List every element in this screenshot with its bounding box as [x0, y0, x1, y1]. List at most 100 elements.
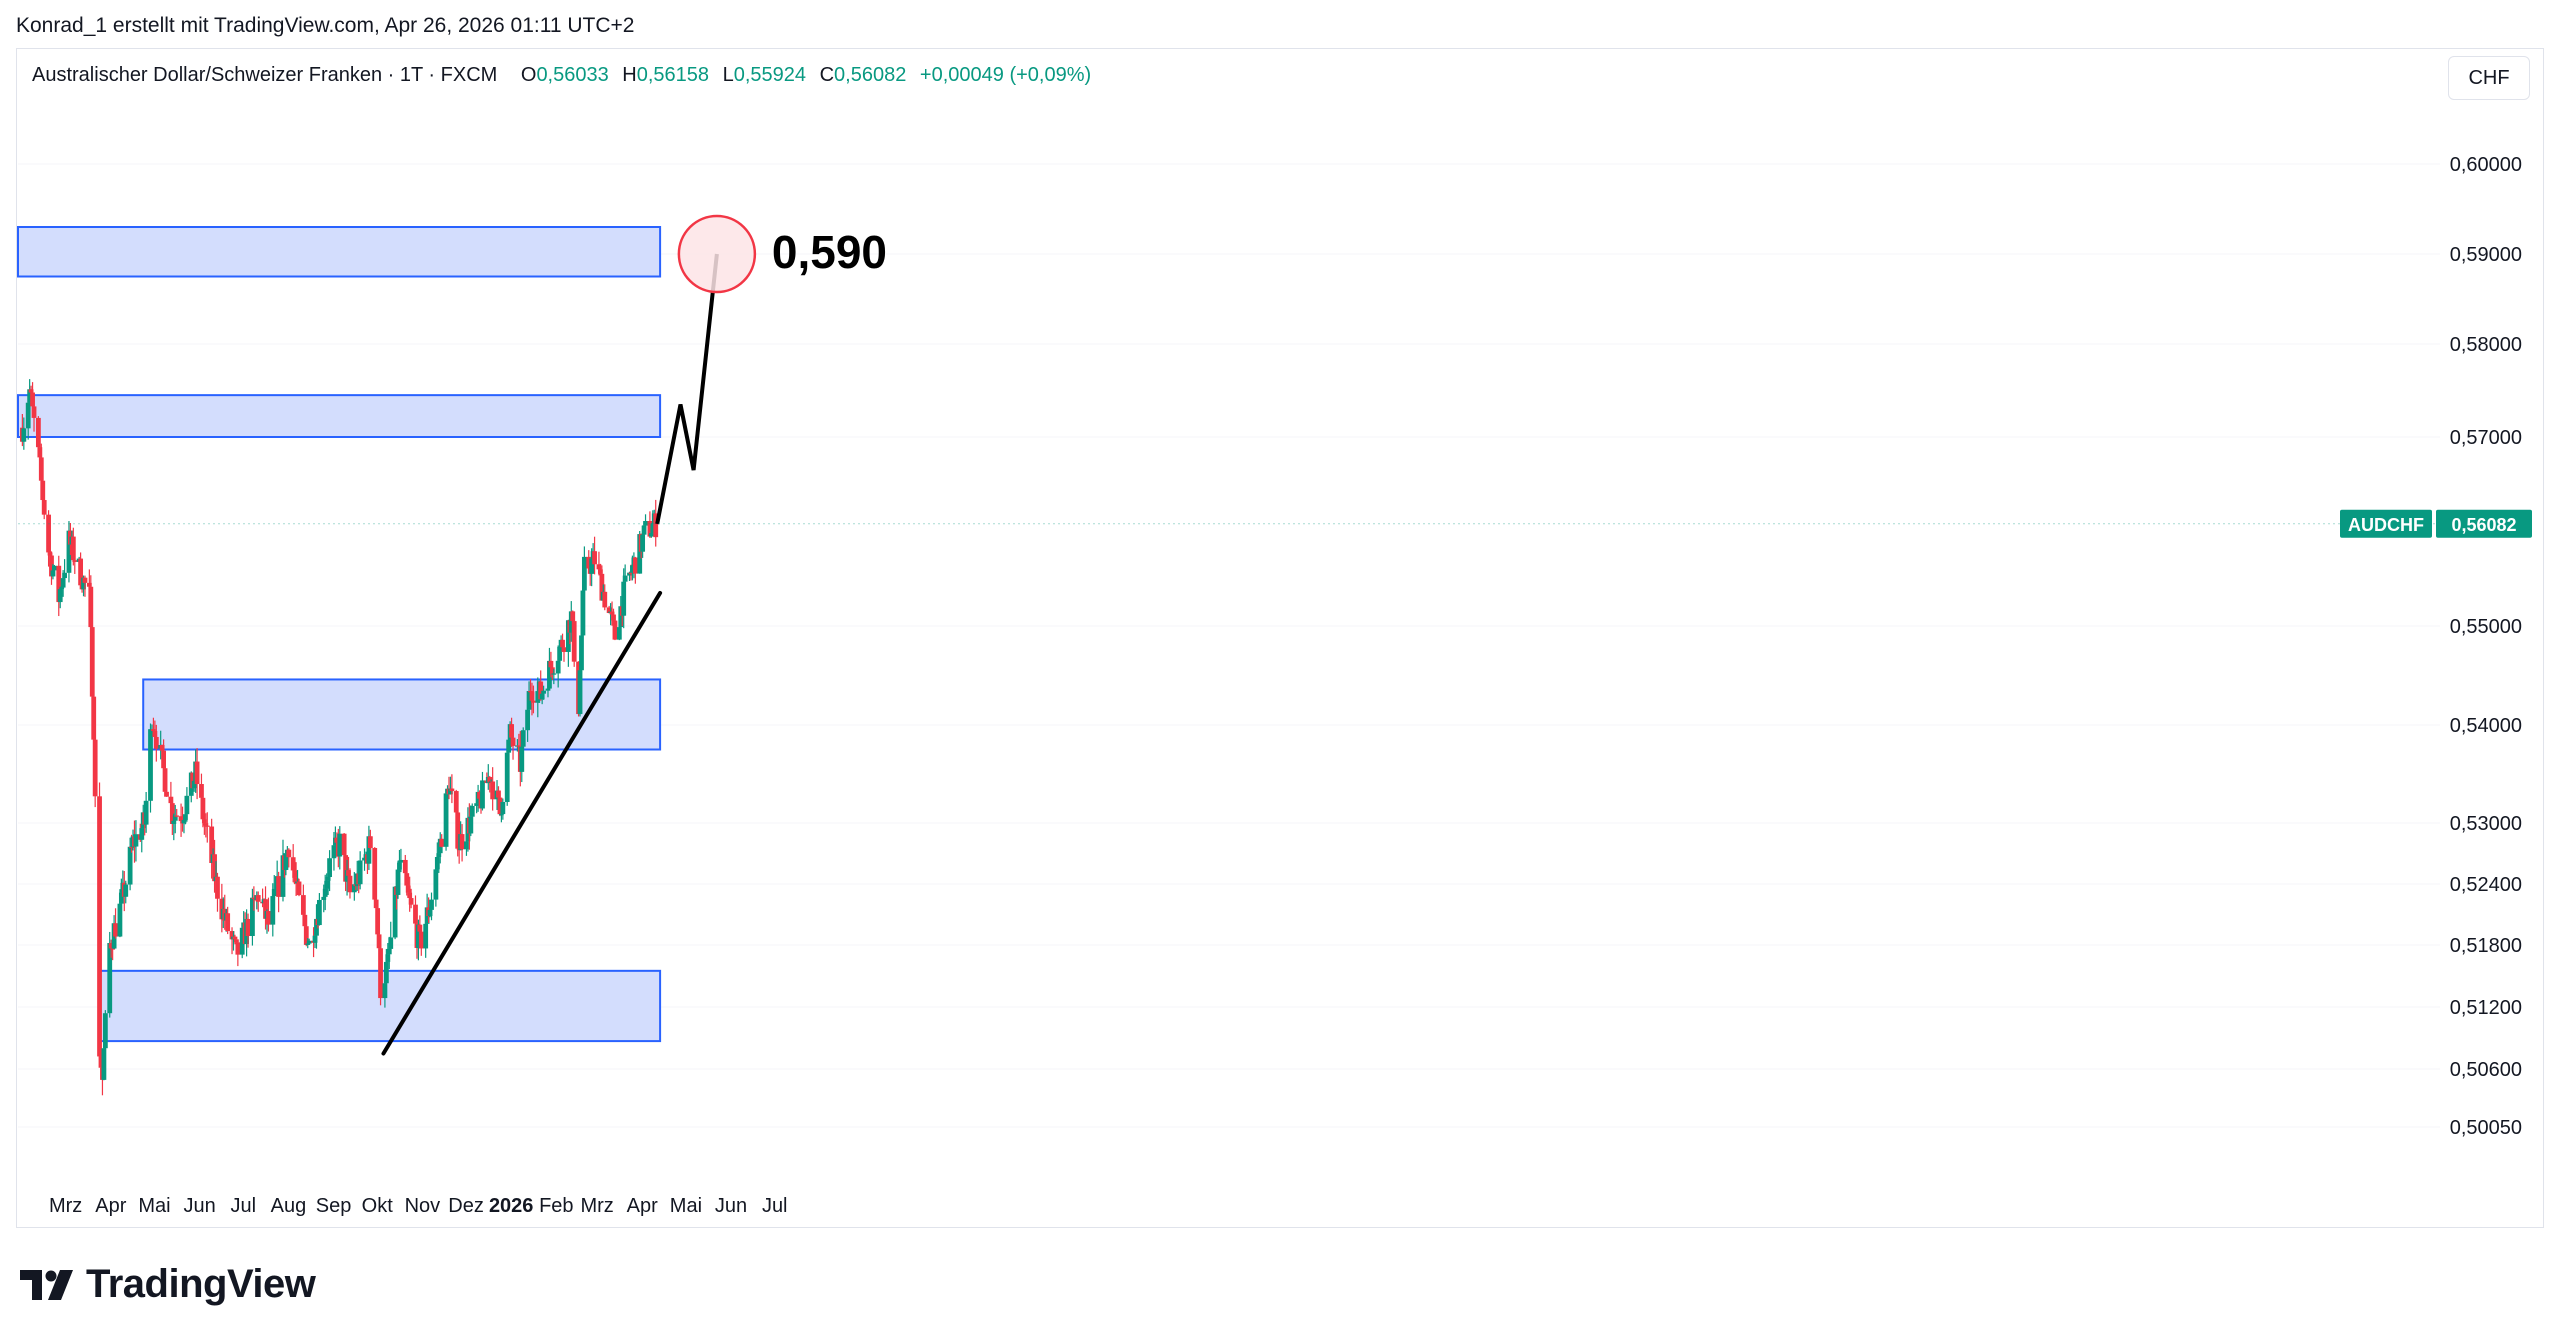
price-axis: 0,60000 0,59000 0,58000 0,57000 0,55000 0,540… — [2450, 154, 2522, 1139]
candle — [251, 886, 257, 911]
candle-body — [168, 796, 174, 804]
candle — [547, 647, 552, 690]
candle-body — [640, 534, 646, 552]
candle-body — [280, 855, 286, 897]
candle-body — [190, 772, 196, 789]
price-tick-label: 0,50600 — [2450, 1059, 2522, 1081]
tradingview-logo-icon — [20, 1269, 73, 1300]
time-tick-label: Dez — [448, 1195, 484, 1217]
candle-body — [235, 942, 241, 955]
candle — [239, 924, 245, 959]
candle-body — [191, 780, 197, 789]
candle — [418, 927, 424, 956]
candle — [341, 833, 347, 859]
candle — [480, 771, 485, 811]
candle — [72, 554, 78, 574]
time-tick-label: Mrz — [580, 1195, 613, 1217]
candle — [407, 876, 413, 912]
candle-body — [27, 389, 33, 403]
candle — [453, 789, 459, 816]
candle-body — [184, 795, 190, 815]
candle — [49, 551, 54, 585]
candle-body — [40, 480, 46, 501]
candle — [102, 1010, 108, 1065]
candle-body — [529, 691, 535, 701]
candle-body — [239, 927, 245, 955]
candle-body — [91, 696, 97, 740]
candle — [194, 748, 200, 800]
candle — [455, 797, 461, 857]
candle — [31, 399, 37, 432]
candle-body — [581, 556, 587, 591]
time-axis: Mrz Apr Mai Jun Jul Aug Sep Okt Nov Dez 2026 Feb Mrz… — [49, 1195, 788, 1217]
candle-body — [164, 791, 169, 797]
candle-body — [423, 923, 429, 949]
candle-body — [366, 836, 372, 864]
candle-body — [388, 937, 394, 949]
candle — [622, 564, 628, 591]
candle-body — [209, 826, 215, 864]
candle — [153, 724, 159, 762]
candle — [89, 623, 95, 698]
candle-body — [506, 739, 512, 753]
candle — [561, 643, 567, 662]
candle-body — [92, 739, 98, 797]
candle-body — [52, 565, 57, 571]
price-tick-label: 0,57000 — [2450, 427, 2522, 449]
time-tick-label: Aug — [271, 1195, 307, 1217]
candle-body — [86, 582, 92, 587]
price-tag: 0,56082 — [2451, 515, 2516, 535]
candle — [541, 685, 547, 700]
candle-body — [372, 847, 378, 900]
candles — [19, 379, 659, 1096]
currency-button[interactable]: CHF — [2448, 56, 2530, 100]
candle-body — [500, 801, 506, 815]
candle-body — [302, 914, 308, 927]
candle-body — [382, 983, 388, 999]
candle-body — [429, 899, 434, 910]
candle-body — [255, 895, 261, 902]
candle-body — [215, 876, 220, 899]
candle — [429, 892, 434, 921]
candle-body — [118, 892, 124, 904]
candle — [448, 776, 453, 795]
candle — [351, 872, 357, 901]
candle — [52, 564, 57, 576]
candle — [164, 790, 169, 797]
open-value: 0,56033 — [536, 64, 609, 86]
target-circle — [677, 214, 757, 294]
candle-body — [250, 897, 255, 937]
candle-body — [57, 589, 63, 603]
candle — [500, 798, 506, 820]
candle-body — [609, 611, 615, 615]
candle-body — [480, 780, 485, 809]
tradingview-logo[interactable]: TradingView — [20, 1262, 316, 1307]
candle-body — [88, 586, 94, 628]
candle-body — [108, 943, 114, 949]
candle-body — [565, 620, 571, 652]
candle-body — [436, 853, 442, 858]
symbol-tag: AUDCHF — [2348, 515, 2424, 535]
candle-body — [560, 639, 565, 648]
candle-body — [541, 690, 547, 694]
chart-panel[interactable] — [16, 48, 2544, 1228]
time-tick-label: Jul — [231, 1195, 257, 1217]
zone-3 — [142, 678, 662, 751]
candle-body — [270, 896, 276, 925]
candle — [70, 527, 76, 566]
candle-body — [38, 457, 44, 481]
candle-body — [433, 869, 439, 900]
candle-body — [322, 888, 328, 897]
candle-body — [405, 885, 411, 893]
candle — [127, 837, 133, 891]
candle — [344, 859, 350, 896]
candle-body — [178, 816, 184, 822]
candle — [316, 893, 322, 926]
candle-body — [621, 581, 627, 616]
candle — [184, 787, 190, 822]
candle-body — [618, 606, 624, 628]
candle-body — [56, 565, 62, 603]
candle-body — [487, 776, 493, 783]
trendline — [381, 590, 663, 1056]
